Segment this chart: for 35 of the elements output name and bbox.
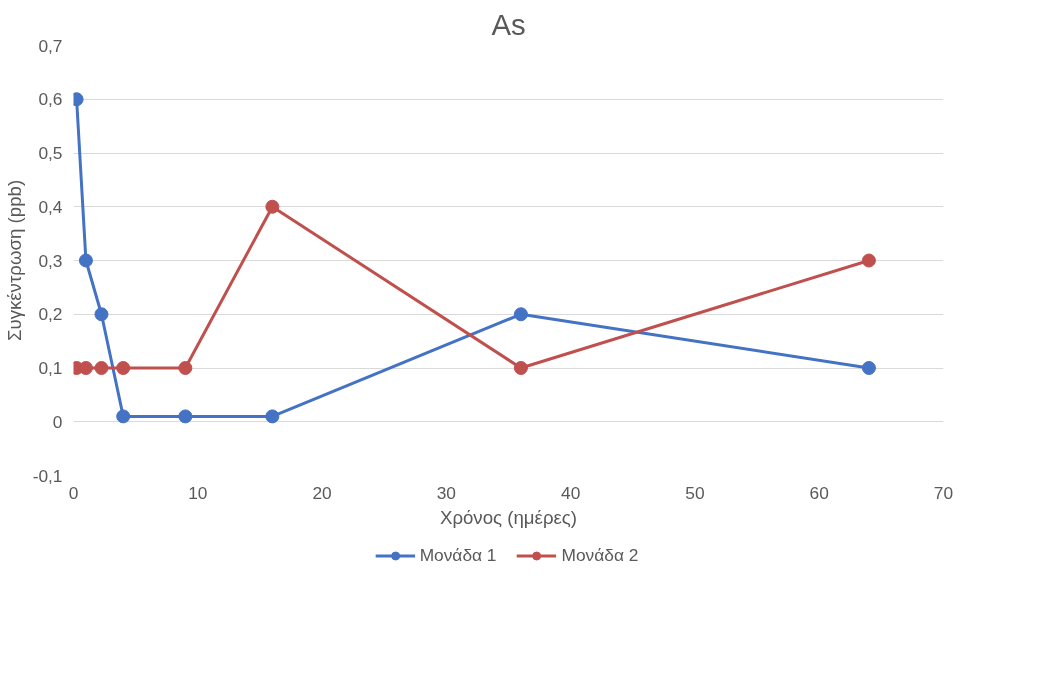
y-tick-label: 0,6 [38, 89, 63, 110]
y-tick-label: -0,1 [32, 465, 63, 486]
y-axis-title: Συγκέντρωση (ppb) [3, 179, 25, 342]
point [178, 409, 193, 424]
x-tick-label: 60 [809, 482, 829, 503]
point [94, 361, 109, 375]
point [861, 253, 876, 268]
point [265, 199, 280, 214]
y-tick-label: 0,5 [38, 143, 63, 163]
point [116, 361, 131, 375]
x-tick-label: 70 [933, 482, 954, 503]
legend-label: Μονάδα 1 [419, 544, 497, 566]
x-tick-label: 40 [561, 482, 581, 503]
y-tick-label: 0,7 [38, 35, 63, 56]
point [116, 409, 131, 424]
x-tick-label: 20 [312, 482, 332, 503]
y-tick-label: 0,3 [38, 250, 63, 271]
point [78, 253, 93, 268]
x-tick-label: 30 [436, 482, 456, 503]
y-tick-label: 0 [52, 411, 63, 432]
point [265, 409, 280, 424]
point [178, 361, 193, 375]
chart-title: As [491, 7, 526, 41]
legend-label: Μονάδα 2 [561, 544, 639, 566]
y-tick-label: 0,2 [38, 304, 63, 325]
x-tick-label: 10 [188, 482, 208, 503]
y-tick-label: 0,4 [38, 196, 63, 217]
x-tick-label: 0 [68, 482, 79, 503]
point [94, 307, 109, 322]
x-axis-title: Χρόνος (ημέρες) [439, 506, 578, 528]
y-tick-label: 0,1 [38, 358, 63, 378]
point [513, 307, 528, 322]
x-tick-label: 50 [685, 482, 705, 503]
point [513, 361, 528, 375]
point [861, 361, 876, 375]
